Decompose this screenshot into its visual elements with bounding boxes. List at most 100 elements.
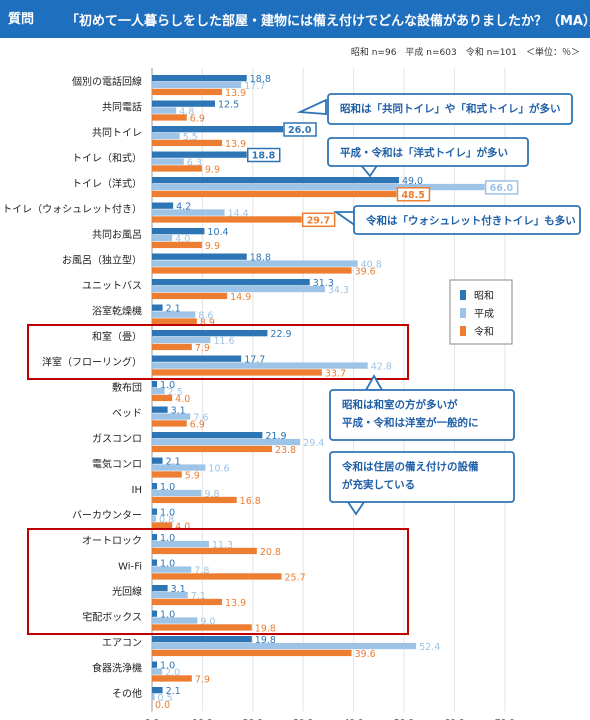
category-label: その他: [112, 687, 142, 700]
value-label: 33.7: [325, 368, 346, 379]
x-tick-label: 40.0: [344, 719, 364, 720]
value-label: 4.0: [175, 234, 190, 245]
value-label: 52.4: [419, 642, 440, 653]
value-label: 11.6: [213, 336, 234, 347]
bar-平成: [152, 132, 180, 140]
question-badge: 質問: [8, 12, 35, 27]
bar-令和: [152, 624, 252, 631]
bar-令和: [152, 139, 223, 147]
bar-令和: [152, 445, 272, 453]
value-label-box: [283, 122, 317, 137]
value-label: 13.9: [225, 139, 246, 150]
category-label: 洋室（フローリング）: [42, 356, 142, 369]
value-label: 42.8: [371, 361, 392, 372]
bar-令和: [152, 573, 282, 580]
value-label: 3.1: [171, 406, 186, 417]
bar-昭和: [152, 355, 242, 362]
bar-平成: [152, 617, 198, 624]
bar-令和: [152, 496, 237, 504]
bar-昭和: [152, 508, 158, 515]
value-label: 0.8: [159, 514, 174, 525]
bar-昭和: [152, 610, 158, 617]
bar-令和: [152, 394, 173, 402]
bar-令和: [152, 88, 223, 96]
bar-昭和: [152, 100, 215, 107]
bar-平成: [152, 362, 368, 369]
callout: 昭和は「共同トイレ」や「和式トイレ」が多い: [296, 93, 573, 125]
bar-令和: [152, 522, 173, 529]
callout-text: 平成・令和は「洋式トイレ」が多い: [340, 146, 508, 159]
category-label: 共同トイレ: [92, 127, 142, 139]
bar-昭和: [152, 253, 247, 260]
value-label: 5.5: [183, 132, 198, 143]
callout-box: [329, 389, 515, 441]
value-label: 9.9: [205, 241, 220, 252]
category-label: オートロック: [82, 535, 142, 547]
value-label: 6.3: [187, 157, 202, 168]
value-label: 25.7: [285, 572, 306, 583]
value-label: 1.0: [160, 508, 175, 519]
value-label: 17.7: [244, 81, 265, 92]
value-label: 11.3: [212, 540, 233, 551]
bar-昭和: [152, 432, 263, 439]
value-label: 7.1: [191, 591, 206, 602]
bar-平成: [152, 515, 157, 522]
callout-text: 平成・令和は洋室が一般的に: [342, 416, 479, 429]
value-label: 48.5: [401, 190, 424, 201]
value-label: 29.7: [307, 215, 330, 226]
value-label: 2.5: [168, 387, 183, 398]
value-label: 1.0: [160, 661, 175, 672]
bar-令和: [152, 190, 397, 198]
x-tick-label: 30.0: [293, 719, 313, 720]
value-label: 2.1: [166, 457, 181, 468]
bar-令和: [152, 318, 197, 325]
callout-text: 昭和は「共同トイレ」や「和式トイレ」が多い: [340, 102, 561, 115]
bar-昭和: [152, 661, 158, 668]
bar-令和: [152, 547, 257, 555]
bar-昭和: [152, 687, 163, 694]
bar-昭和: [152, 202, 174, 209]
bar-昭和: [152, 304, 163, 311]
value-label: 0.0: [155, 700, 170, 711]
x-tick-label: 50.0: [394, 719, 414, 720]
x-tick-label: 0.0: [145, 719, 160, 720]
legend-swatch: [460, 326, 466, 336]
value-label: 14.4: [228, 208, 249, 219]
bar-平成: [152, 260, 358, 267]
question-header: 質問 「初めて一人暮らしをした部屋・建物には備え付けでどんな設備がありましたか？…: [0, 0, 590, 38]
callout-box: [329, 451, 515, 503]
category-label: ユニットバス: [82, 280, 142, 292]
bar-平成: [152, 642, 417, 650]
bar-平成: [152, 285, 325, 293]
bar-令和: [152, 343, 192, 351]
value-label: 16.8: [240, 496, 261, 507]
callout-box: [353, 205, 581, 235]
category-label: ガスコンロ: [92, 433, 142, 445]
value-label: 2.0: [165, 667, 180, 678]
value-label: 0.5: [158, 693, 173, 704]
bar-昭和: [152, 381, 158, 388]
bar-令和: [152, 241, 202, 249]
value-label: 23.8: [275, 445, 296, 456]
bar-昭和: [152, 636, 252, 643]
bar-昭和: [152, 177, 399, 184]
value-label: 1.0: [160, 610, 175, 621]
value-label: 5.9: [185, 470, 200, 481]
callout-text: 令和は「ウォシュレット付きトイレ」も多い: [365, 214, 576, 227]
bar-昭和: [152, 559, 158, 566]
bar-令和: [152, 598, 223, 606]
value-label: 66.0: [490, 183, 514, 194]
callout-tail: [296, 98, 327, 115]
bar-昭和: [152, 228, 205, 235]
value-label: 14.9: [230, 292, 251, 303]
bar-平成: [152, 668, 163, 675]
value-label: 26.0: [288, 125, 312, 136]
question-title: 「初めて一人暮らしをした部屋・建物には備え付けでどんな設備がありましたか？（MA…: [66, 14, 590, 29]
bar-平成: [152, 540, 209, 548]
bar-平成: [152, 81, 242, 89]
bar-平成: [152, 566, 192, 573]
callout: 令和は「ウォシュレット付きトイレ」も多い: [333, 205, 581, 235]
category-label: バーカウンター: [72, 510, 142, 522]
